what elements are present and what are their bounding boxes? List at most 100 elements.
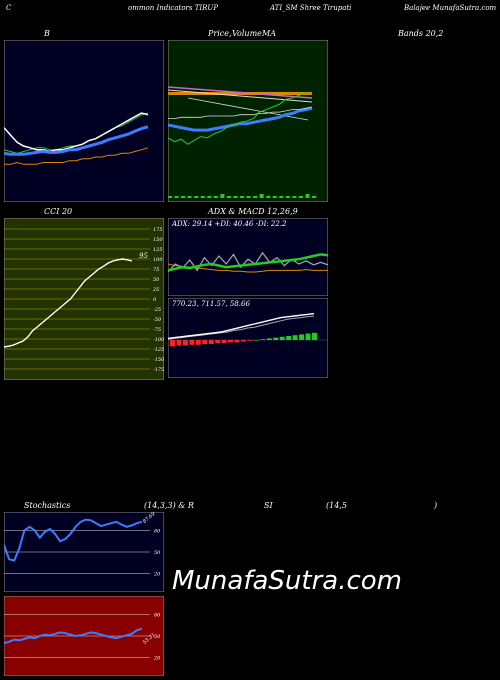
- cci-tick-label: 175: [153, 227, 163, 233]
- cci-chart: 175 150 125 100 75 50 25 0 -25 -50 -75 -100 -125 -150…: [4, 218, 164, 380]
- macd-histogram-bar: [208, 340, 214, 344]
- cci-tick-label: -150: [153, 357, 164, 363]
- volume-bar: [168, 196, 172, 198]
- adx-chart: [168, 218, 328, 296]
- macd-histogram-bar: [195, 340, 201, 345]
- rsi-line: [4, 627, 143, 645]
- cci-tick-label: 150: [153, 237, 163, 243]
- volume-title: Volume: [232, 29, 262, 38]
- adx-readout: ADX: 29.14 +DI: 40.46 -DI: 22.2: [172, 220, 287, 228]
- macd-histogram-bar: [247, 340, 253, 341]
- macd-readout: 770.23, 711.57, 58.66: [172, 300, 250, 308]
- volume-bar: [259, 194, 264, 198]
- volume-bar: [292, 196, 297, 198]
- adx-macd-title: ADX & MACD 12,26,9: [208, 207, 298, 216]
- bollinger-middle-band: [4, 125, 149, 156]
- macd-histogram-bar: [182, 340, 188, 346]
- rsi-chart: 80 50 20: [4, 596, 164, 676]
- macd-histogram-bar: [273, 337, 279, 340]
- rsi-tick-label: 50: [154, 634, 161, 640]
- macd-signal-line: [168, 315, 315, 340]
- ma-blue-line: [168, 106, 313, 132]
- cci-tick-label: 0: [153, 297, 157, 303]
- bands-title: Bands 20,2: [398, 29, 444, 38]
- volume-bar: [253, 196, 258, 198]
- macd-histogram-bar: [189, 340, 195, 345]
- price-ma-chart: [168, 40, 328, 202]
- volume-bar: [220, 194, 225, 198]
- macd-histogram-bar: [305, 333, 311, 340]
- volume-bar: [305, 194, 310, 198]
- macd-histogram-bar: [312, 332, 317, 340]
- plus-di-line: [168, 253, 328, 272]
- ma-slow-line: [168, 106, 313, 119]
- macd-histogram-bar: [202, 340, 208, 344]
- header-seg2: ATI_SM Shree Tirupati: [270, 4, 352, 12]
- macd-histogram-bar: [234, 340, 240, 343]
- price-line: [168, 92, 313, 145]
- volume-bar: [233, 196, 238, 198]
- volume-bar: [213, 196, 218, 198]
- macd-histogram-bar: [286, 336, 292, 340]
- macd-chart: [168, 298, 328, 378]
- volume-bar: [240, 196, 244, 198]
- cci-tick-label: -125: [153, 347, 164, 353]
- macd-histogram-bar: [221, 340, 227, 344]
- rsi-tick-label: 20: [153, 656, 161, 662]
- macd-histogram-bar: [228, 340, 234, 343]
- cci-tick-label: -50: [153, 317, 162, 323]
- cci-tick-label: -100: [153, 337, 164, 343]
- volume-bar: [285, 196, 290, 198]
- volume-bar: [312, 196, 316, 198]
- ma-title: MA: [262, 29, 276, 38]
- stoch-params: (14,3,3) & R: [144, 501, 194, 510]
- stoch-tick-label: 20: [153, 572, 161, 578]
- stoch-title: Stochastics: [24, 501, 71, 510]
- cci-tick-label: 100: [153, 257, 163, 263]
- bollinger-price-line: [4, 112, 149, 153]
- cci-line: [4, 258, 133, 348]
- volume-bar: [266, 196, 271, 198]
- header-seg3: Balajee MunafaSutra.com: [404, 4, 497, 12]
- macd-histogram-bar: [292, 335, 298, 340]
- volume-bar: [246, 196, 251, 198]
- macd-histogram-bar: [260, 339, 266, 340]
- macd-histogram-bar: [266, 338, 272, 340]
- rsi-title: SI: [264, 501, 273, 510]
- stoch-tick-label: 80: [154, 528, 161, 534]
- macd-line: [168, 312, 315, 340]
- volume-bar: [298, 196, 303, 198]
- volume-bar: [187, 196, 192, 198]
- volume-bar: [226, 196, 231, 198]
- cci-tick-label: 125: [153, 247, 163, 253]
- watermark: MunafaSutra.com: [172, 566, 403, 596]
- macd-histogram-bar: [299, 334, 305, 340]
- macd-histogram-bar: [241, 340, 246, 342]
- cci-value-label: 95: [139, 252, 148, 260]
- volume-bar: [181, 196, 186, 198]
- macd-histogram-bar: [176, 340, 182, 346]
- rsi-params: (14,5: [326, 501, 347, 510]
- rsi-close: ): [434, 501, 438, 510]
- stoch-line: [4, 518, 143, 562]
- price-title: Price,: [208, 29, 232, 38]
- bollinger-chart: [4, 40, 164, 202]
- header-left: C: [6, 4, 12, 12]
- cci-title: CCI 20: [44, 207, 73, 216]
- macd-histogram-bar: [215, 340, 221, 344]
- cci-tick-label: 50: [153, 277, 160, 283]
- stoch-chart: 80 50 20: [4, 512, 164, 592]
- volume-bar: [194, 196, 199, 198]
- stoch-tick-label: 50: [154, 550, 161, 556]
- volume-bar: [272, 196, 277, 198]
- volume-bar: [207, 196, 212, 198]
- bollinger-lower-band: [4, 147, 149, 165]
- header-seg1: ommon Indicators TIRUP: [128, 4, 219, 12]
- bollinger-title: B: [44, 29, 50, 38]
- macd-histogram-bar: [279, 336, 285, 340]
- cci-tick-label: 75: [153, 267, 159, 273]
- cci-tick-label: -25: [153, 307, 161, 313]
- cci-tick-label: 25: [152, 287, 159, 293]
- cci-tick-label: -75: [153, 327, 161, 333]
- macd-histogram-bar: [253, 340, 259, 341]
